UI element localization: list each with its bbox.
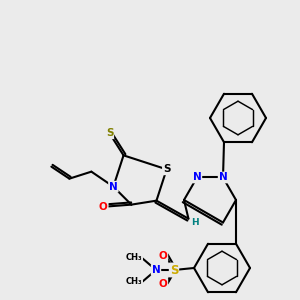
Text: N: N [152,265,160,275]
Text: O: O [159,279,167,289]
Text: H: H [190,218,198,227]
Text: N: N [193,172,201,182]
Text: O: O [99,202,108,212]
Text: S: S [163,164,170,174]
Text: CH₃: CH₃ [126,254,142,262]
Text: S: S [170,263,178,277]
Text: S: S [106,128,113,138]
Text: N: N [219,172,227,182]
Text: CH₃: CH₃ [126,278,142,286]
Text: N: N [109,182,118,192]
Text: O: O [159,251,167,261]
